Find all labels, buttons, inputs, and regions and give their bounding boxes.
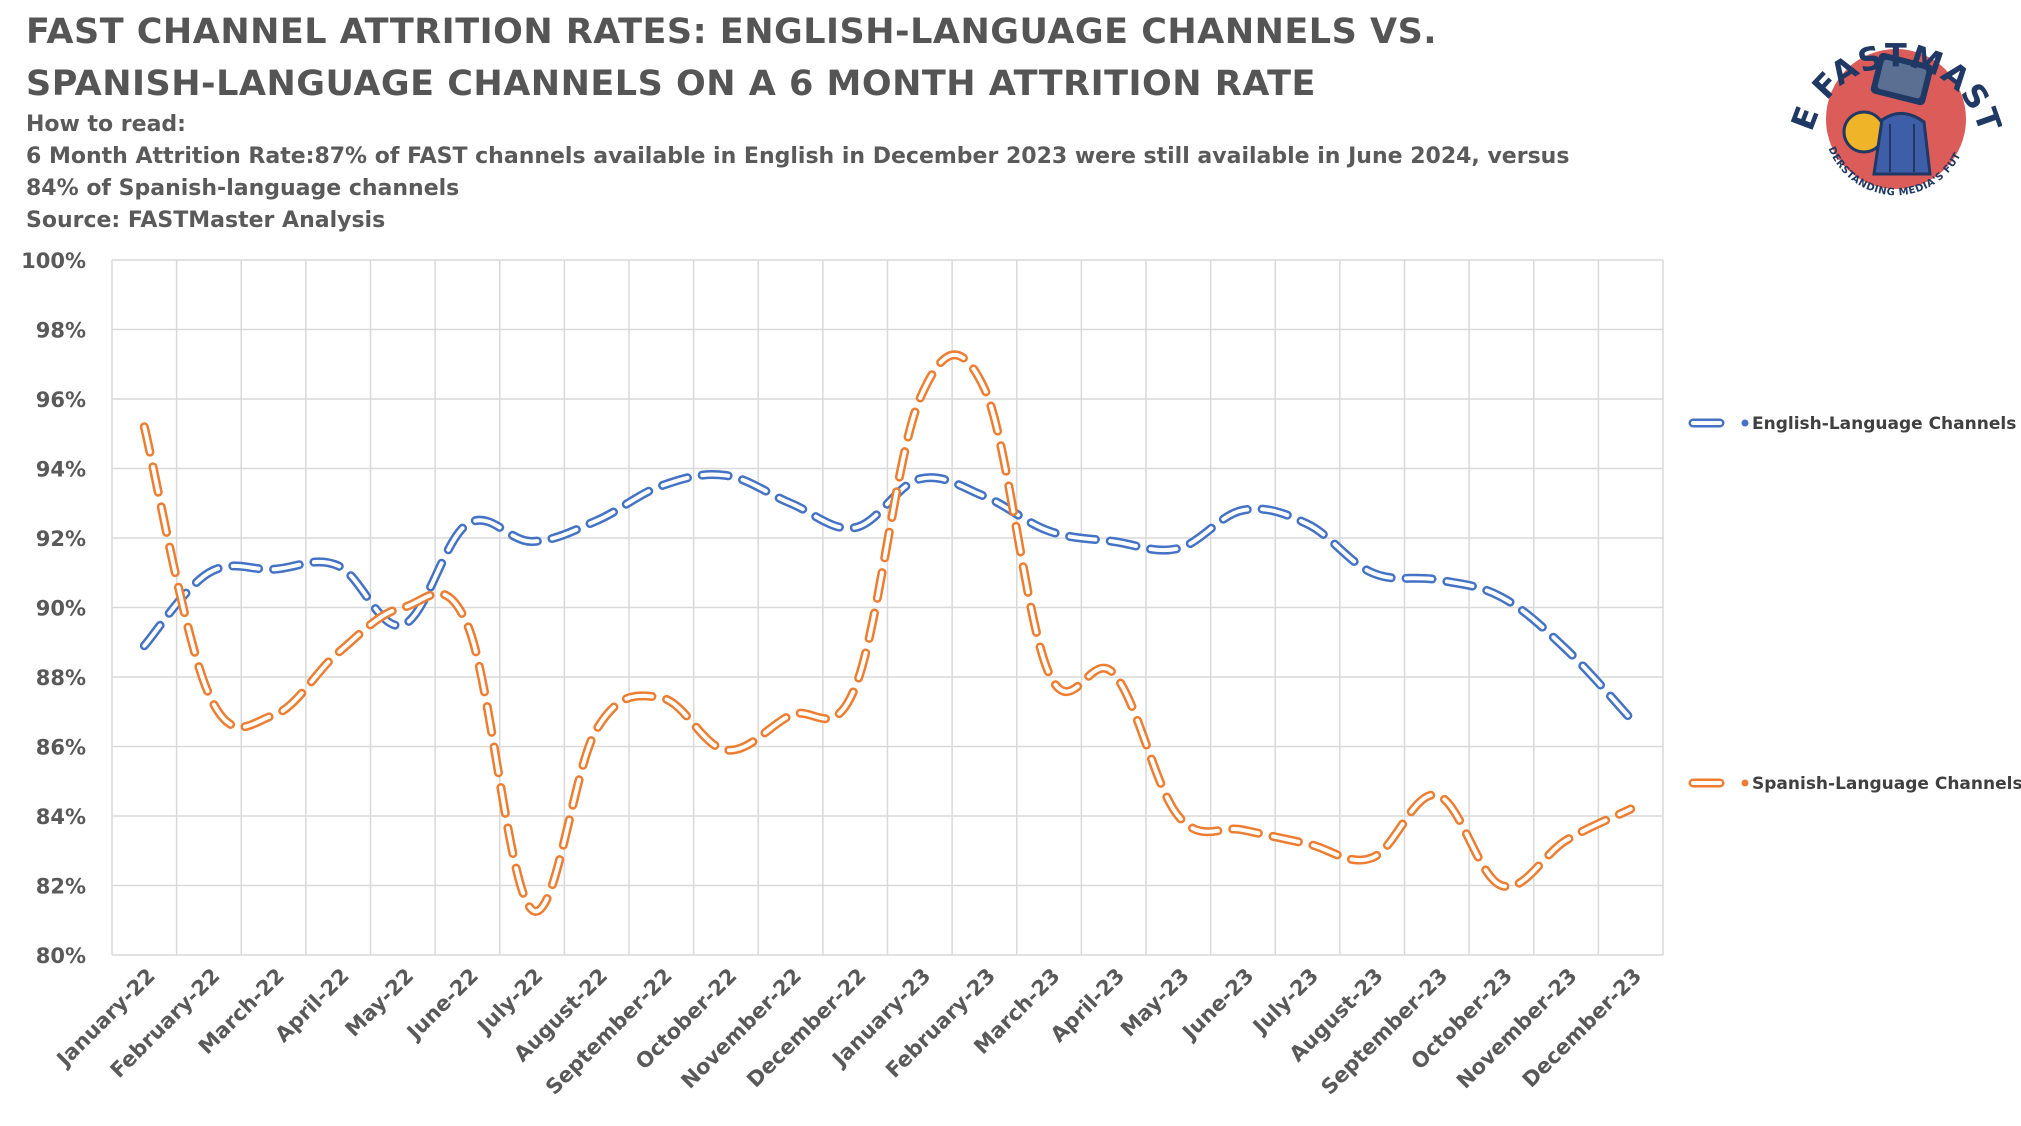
chart-legend: English-Language Channels Spanish-Languag… xyxy=(1688,414,2021,794)
legend-marker xyxy=(1741,419,1749,427)
y-tick-label: 98% xyxy=(36,319,86,343)
y-tick-label: 82% xyxy=(36,875,86,899)
y-tick-label: 90% xyxy=(36,597,86,621)
y-tick-label: 84% xyxy=(36,805,86,829)
chart-title: FAST CHANNEL ATTRITION RATES: ENGLISH-LA… xyxy=(26,12,1438,104)
how-to-read-label: How to read: xyxy=(26,112,186,137)
y-tick-label: 92% xyxy=(36,527,86,551)
y-tick-label: 96% xyxy=(36,388,86,412)
legend-label: Spanish-Language Channels xyxy=(1752,774,2021,794)
series-line-english-language-channels xyxy=(142,472,1633,721)
chart-description: 6 Month Attrition Rate:87% of FAST chann… xyxy=(26,144,1570,201)
chart-grid xyxy=(111,259,1664,956)
series-lines xyxy=(139,350,1636,916)
x-tick-label: February-22 xyxy=(106,964,225,1083)
x-axis-ticks: January-22February-22March-22April-22May… xyxy=(51,964,1646,1100)
fastmaster-logo: THE FASTMASTER THE FASTMASTER UNDERSTAND… xyxy=(1790,24,2002,198)
y-axis-ticks: 80% 82% 84% 86% 88% 90% 92% 94% 96% 98% 100% xyxy=(21,249,86,968)
tv-head-mascot-icon xyxy=(1842,52,1934,176)
x-tick-label: December-22 xyxy=(742,964,871,1093)
x-tick-label: November-23 xyxy=(1452,964,1582,1094)
x-tick-label: February-23 xyxy=(881,964,1000,1083)
x-tick-label: November-22 xyxy=(676,964,806,1094)
legend-label: English-Language Channels xyxy=(1752,414,2016,434)
y-tick-label: 86% xyxy=(36,736,86,760)
source-note: Source: FASTMaster Analysis xyxy=(26,208,386,233)
y-tick-label: 80% xyxy=(36,944,86,968)
y-tick-label: 88% xyxy=(36,666,86,690)
legend-marker xyxy=(1741,779,1749,787)
x-tick-label: December-23 xyxy=(1518,964,1647,1093)
y-tick-label: 100% xyxy=(21,249,86,273)
series-line-spanish-language-channels xyxy=(142,353,1633,914)
y-tick-label: 94% xyxy=(36,458,86,482)
